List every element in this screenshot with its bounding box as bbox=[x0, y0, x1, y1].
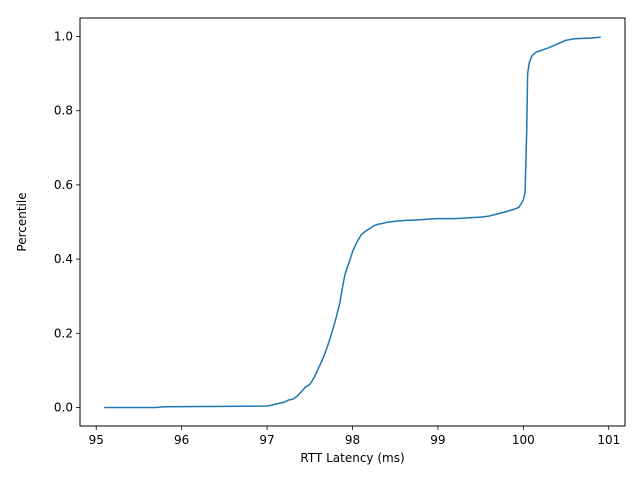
x-tick-label: 95 bbox=[89, 433, 104, 447]
x-tick-label: 101 bbox=[597, 433, 620, 447]
y-tick-label: 0.0 bbox=[54, 400, 73, 414]
x-tick-label: 99 bbox=[430, 433, 445, 447]
y-tick-label: 0.2 bbox=[54, 326, 73, 340]
x-tick-label: 96 bbox=[174, 433, 189, 447]
y-axis: 0.0 0.2 0.4 0.6 0.8 1.0 bbox=[54, 30, 80, 414]
y-tick-label: 0.6 bbox=[54, 178, 73, 192]
y-tick-label: 0.8 bbox=[54, 104, 73, 118]
y-tick-label: 1.0 bbox=[54, 30, 73, 44]
series-line-0 bbox=[104, 36, 601, 409]
series-layer bbox=[104, 36, 601, 409]
x-tick-label: 98 bbox=[345, 433, 360, 447]
x-axis: 95 96 97 98 99 100 101 bbox=[89, 426, 620, 447]
x-tick-label: 100 bbox=[512, 433, 535, 447]
y-axis-label: Percentile bbox=[15, 192, 29, 251]
x-axis-label: RTT Latency (ms) bbox=[300, 451, 404, 465]
y-tick-label: 0.4 bbox=[54, 252, 73, 266]
x-tick-label: 97 bbox=[259, 433, 274, 447]
